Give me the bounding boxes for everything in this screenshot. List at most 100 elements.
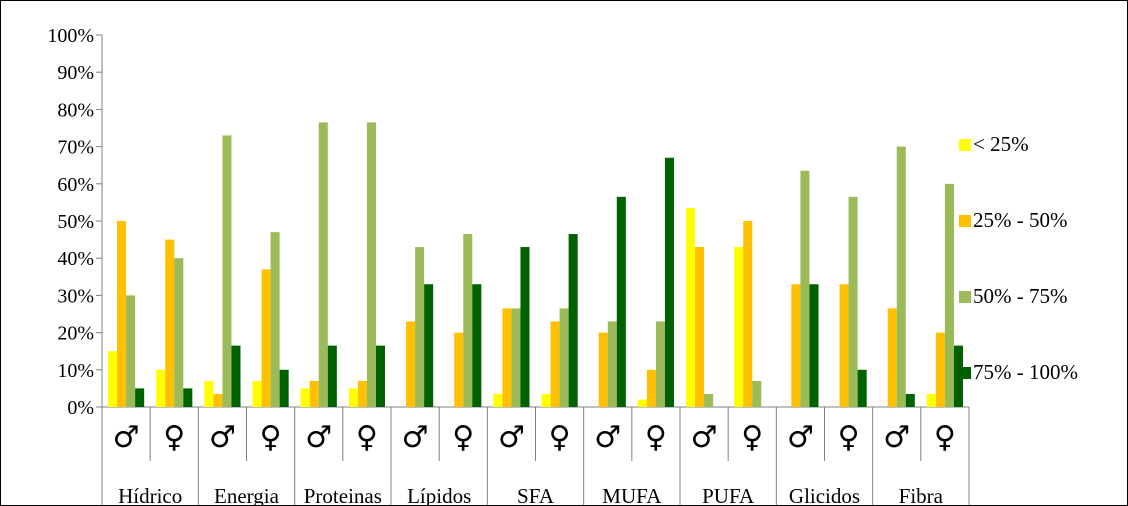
bar (309, 380, 319, 407)
bar (261, 269, 271, 407)
legend-swatch (959, 139, 971, 151)
bar (743, 221, 753, 407)
legend-swatch (959, 291, 971, 303)
y-tick-label: 20% (57, 323, 94, 345)
bar (204, 380, 214, 407)
bar (252, 380, 262, 407)
category-label: SFA (517, 484, 555, 506)
bar (270, 232, 280, 407)
legend-label: 50% - 75% (973, 284, 1067, 308)
y-tick-label: 50% (57, 211, 94, 233)
bar (646, 369, 656, 407)
bar (231, 345, 241, 407)
bar (857, 369, 867, 407)
bar (800, 170, 810, 407)
female-symbol: ♀ (645, 420, 667, 455)
legend-label: < 25% (973, 132, 1029, 156)
male-symbol: ♂ (787, 420, 814, 455)
legend-label: 75% - 100% (973, 360, 1078, 384)
male-symbol: ♂ (883, 420, 910, 455)
bar (655, 321, 665, 407)
bar (839, 284, 849, 407)
bar (318, 122, 328, 408)
bar (472, 284, 482, 407)
bar (848, 196, 858, 407)
bar (896, 146, 906, 407)
category-label: Fibra (899, 484, 944, 506)
y-tick-label: 90% (57, 62, 94, 84)
bar (734, 247, 744, 407)
category-label: Hídrico (118, 484, 182, 506)
y-tick-label: 30% (57, 285, 94, 307)
female-symbol: ♀ (356, 420, 378, 455)
bar (686, 207, 696, 407)
category-label: MUFA (602, 484, 662, 506)
bar (300, 388, 310, 407)
bar (406, 321, 416, 407)
category-label: Glicidos (789, 484, 860, 506)
female-symbol: ♀ (549, 420, 571, 455)
female-symbol: ♀ (163, 420, 185, 455)
bar (117, 221, 127, 407)
y-tick-label: 100% (47, 25, 94, 47)
y-tick-label: 40% (57, 248, 94, 270)
category-label: PUFA (702, 484, 755, 506)
male-symbol: ♂ (113, 420, 140, 455)
male-symbol: ♂ (594, 420, 621, 455)
bar (493, 393, 503, 407)
bar (568, 234, 578, 407)
bar (366, 122, 376, 408)
bar (511, 308, 521, 407)
bar (550, 321, 560, 407)
bar (165, 239, 175, 407)
bar (953, 345, 963, 407)
bar (183, 388, 193, 407)
legend-label: 25% - 50% (973, 208, 1067, 232)
female-symbol: ♀ (452, 420, 474, 455)
legend-swatch (959, 215, 971, 227)
legend-swatch (959, 367, 971, 379)
bar (905, 393, 915, 407)
male-symbol: ♂ (691, 420, 718, 455)
bar (174, 258, 184, 407)
bar (887, 308, 897, 407)
female-symbol: ♀ (260, 420, 282, 455)
bar (944, 183, 954, 407)
bar (809, 284, 819, 407)
bar (348, 388, 358, 407)
bar (375, 345, 385, 407)
bar (279, 369, 289, 407)
bar (637, 399, 647, 407)
bar (664, 157, 674, 407)
y-tick-label: 70% (57, 137, 94, 159)
bar (357, 380, 367, 407)
bar (327, 345, 337, 407)
bar (454, 332, 464, 407)
y-tick-label: 0% (67, 397, 94, 419)
bar (108, 351, 118, 407)
male-symbol: ♂ (498, 420, 525, 455)
female-symbol: ♀ (934, 420, 956, 455)
y-tick-label: 10% (57, 360, 94, 382)
bar (156, 369, 166, 407)
y-tick-label: 80% (57, 99, 94, 121)
bar (598, 332, 608, 407)
bar (935, 332, 945, 407)
bar (463, 234, 473, 407)
bar (502, 308, 512, 407)
bar (520, 247, 530, 407)
category-label: Energia (214, 484, 280, 506)
bar (926, 393, 936, 407)
bar (791, 284, 801, 407)
bar (135, 388, 145, 407)
female-symbol: ♀ (838, 420, 860, 455)
bar (607, 321, 617, 407)
bar (704, 393, 714, 407)
bar (213, 393, 223, 407)
male-symbol: ♂ (402, 420, 429, 455)
male-symbol: ♂ (305, 420, 332, 455)
category-label: Lípidos (407, 484, 471, 506)
bar (415, 247, 425, 407)
